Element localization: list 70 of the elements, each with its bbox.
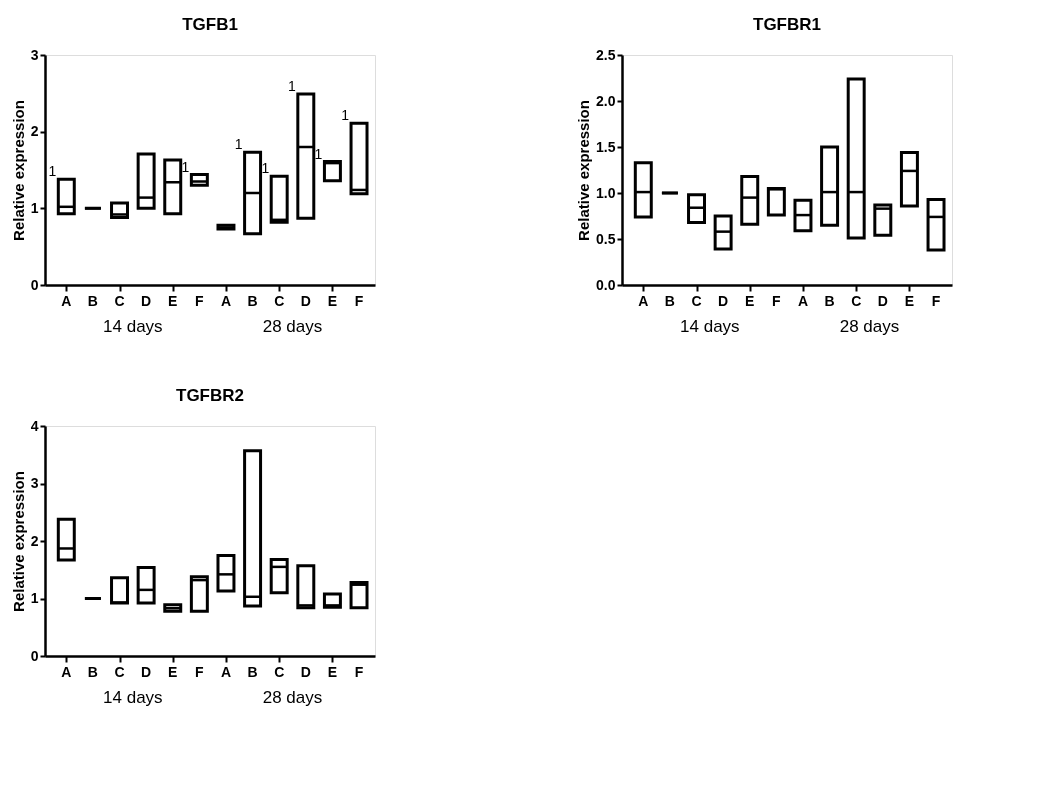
x-tick-label: F bbox=[195, 293, 205, 309]
x-tick-label: F bbox=[354, 664, 364, 680]
chart-title: TGFBR2 bbox=[176, 386, 244, 405]
x-tick-label: B bbox=[664, 293, 675, 309]
text: 14 days bbox=[103, 317, 163, 336]
y-tick-label: 1 bbox=[30, 590, 39, 606]
y-tick-label: 0.0 bbox=[596, 276, 616, 293]
x-tick-label: B bbox=[247, 293, 258, 309]
x-tick-label: D bbox=[141, 293, 152, 309]
x-tick-label: E bbox=[168, 664, 178, 680]
text: 1 bbox=[234, 136, 243, 153]
x-tick-label: E bbox=[745, 293, 755, 309]
x-tick-label: C bbox=[274, 293, 285, 309]
x-tick-label: F bbox=[931, 293, 941, 309]
x-tick-label: E bbox=[327, 664, 338, 680]
y-axis-title: Relative expression bbox=[9, 471, 27, 612]
y-tick-label: 3 bbox=[30, 475, 39, 491]
y-tick-label: 1 bbox=[30, 199, 39, 216]
text: 28 days bbox=[262, 688, 323, 707]
x-tick-label: F bbox=[772, 293, 782, 309]
y-axis-title: Relative expression bbox=[575, 100, 593, 241]
x-tick-label: C bbox=[274, 664, 285, 680]
x-tick-label: A bbox=[797, 293, 809, 309]
text: 14 days bbox=[103, 688, 163, 707]
y-tick-label: 1.0 bbox=[596, 184, 616, 201]
x-tick-label: D bbox=[141, 664, 152, 680]
text: 1 bbox=[261, 160, 270, 177]
x-tick-label: A bbox=[638, 293, 649, 309]
x-tick-label: D bbox=[877, 293, 888, 309]
x-tick-label: C bbox=[114, 664, 125, 680]
text: 28 days bbox=[839, 317, 900, 336]
x-tick-label: D bbox=[718, 293, 729, 309]
chart-title: TGFB1 bbox=[182, 15, 238, 34]
y-axis-title: Relative expression bbox=[9, 100, 27, 241]
y-tick-label: 0 bbox=[30, 647, 39, 664]
x-tick-label: D bbox=[300, 664, 311, 680]
x-tick-label: C bbox=[851, 293, 862, 309]
x-tick-label: A bbox=[61, 293, 72, 309]
y-tick-label: 2 bbox=[30, 532, 39, 549]
y-tick-label: 0 bbox=[30, 276, 39, 293]
text: 1 bbox=[181, 158, 190, 175]
y-tick-label: 2 bbox=[30, 123, 39, 140]
x-tick-label: F bbox=[354, 293, 364, 309]
text: 1 bbox=[48, 163, 57, 180]
text: 28 days bbox=[262, 317, 323, 336]
text: 1 bbox=[341, 107, 350, 124]
y-tick-label: 1.5 bbox=[596, 138, 616, 155]
chart-title: TGFBR1 bbox=[753, 15, 821, 34]
x-tick-label: A bbox=[220, 293, 232, 309]
y-tick-label: 2.0 bbox=[596, 92, 616, 109]
text: 1 bbox=[314, 145, 323, 162]
x-tick-label: B bbox=[824, 293, 835, 309]
x-tick-label: E bbox=[904, 293, 915, 309]
x-tick-label: F bbox=[195, 664, 205, 680]
x-tick-label: D bbox=[300, 293, 311, 309]
x-tick-label: C bbox=[114, 293, 125, 309]
x-tick-label: A bbox=[61, 664, 72, 680]
x-tick-label: E bbox=[327, 293, 338, 309]
text: 14 days bbox=[680, 317, 740, 336]
y-tick-label: 3 bbox=[30, 46, 39, 63]
y-tick-label: 4 bbox=[30, 417, 39, 434]
text: 1 bbox=[288, 78, 296, 95]
y-tick-label: 2.5 bbox=[596, 46, 616, 63]
x-tick-label: B bbox=[87, 293, 98, 309]
x-tick-label: E bbox=[168, 293, 178, 309]
x-tick-label: B bbox=[247, 664, 258, 680]
x-tick-label: A bbox=[220, 664, 232, 680]
x-tick-label: B bbox=[87, 664, 98, 680]
x-tick-label: C bbox=[691, 293, 702, 309]
y-tick-label: 0.5 bbox=[596, 230, 616, 247]
